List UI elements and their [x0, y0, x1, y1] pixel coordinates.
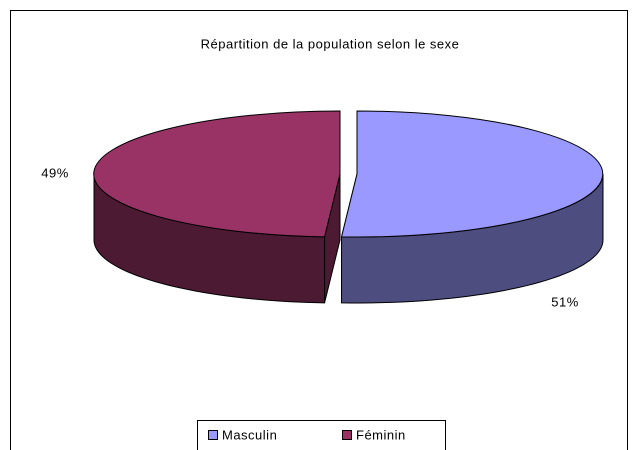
- data-label: 51%: [551, 294, 579, 309]
- legend-label: Féminin: [356, 427, 406, 442]
- slice: [340, 110, 604, 238]
- chart-title: Répartition de la population selon le se…: [201, 36, 460, 51]
- chart-frame: [10, 10, 628, 450]
- legend-box: [197, 420, 446, 450]
- data-label: 49%: [41, 165, 69, 180]
- legend-swatch: [208, 430, 218, 440]
- slice: [93, 110, 341, 238]
- legend-label: Masculin: [222, 427, 277, 442]
- legend-swatch: [342, 430, 352, 440]
